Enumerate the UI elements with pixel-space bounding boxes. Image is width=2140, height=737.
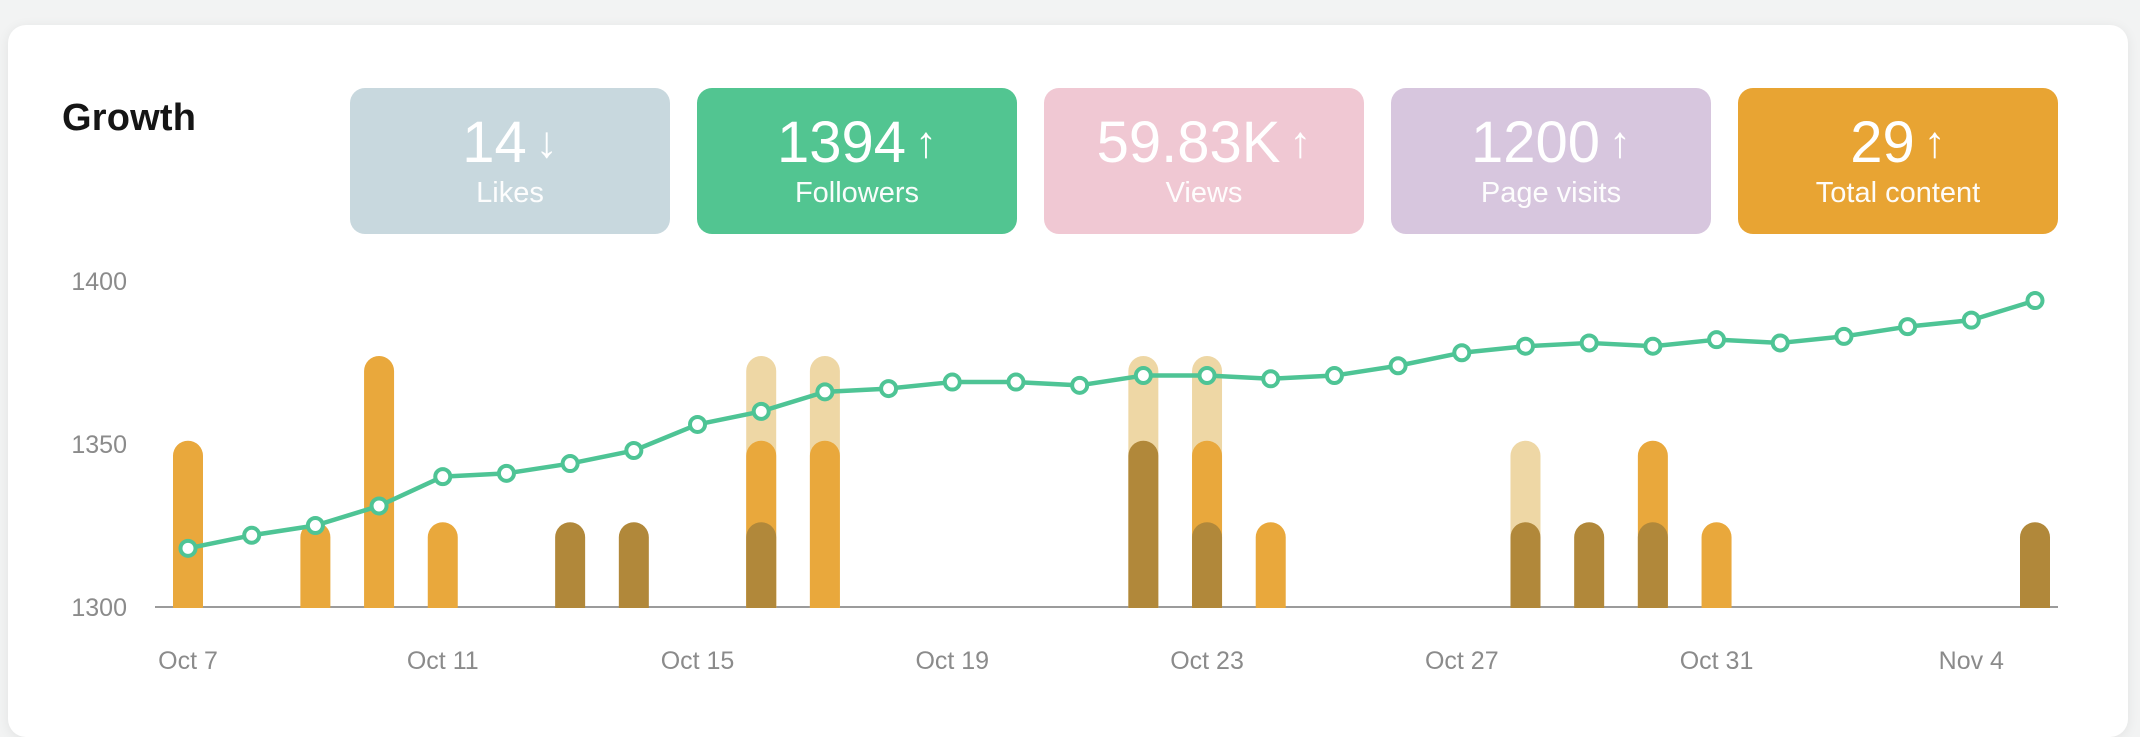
- bar-oct-29-dark: [1574, 522, 1605, 608]
- panel-title: Growth: [62, 97, 197, 139]
- line-marker: [178, 538, 198, 558]
- y-tick-label: 1300: [71, 594, 127, 622]
- line-marker: [242, 525, 262, 545]
- trend-line: [185, 298, 2038, 551]
- stat-card-value: 14 ↓: [462, 114, 558, 172]
- bar-oct-17-orange: [809, 440, 840, 608]
- bar-oct-11-orange: [427, 522, 458, 608]
- stat-cards-row: 14 ↓ Likes 1394 ↑ Followers 59.83K ↑ Views 1200 ↑ P…: [350, 88, 2058, 234]
- line-marker: [1133, 366, 1153, 386]
- line-marker: [1707, 330, 1727, 350]
- stat-card-label: Page visits: [1480, 177, 1622, 209]
- line-marker: [496, 463, 516, 483]
- stat-card-number: 14: [462, 110, 527, 175]
- line-marker: [1834, 326, 1854, 346]
- bar-oct-10-orange: [364, 355, 395, 608]
- stat-card-label: Total content: [1815, 177, 1981, 209]
- stat-card-number: 1394: [776, 110, 907, 175]
- line-marker: [1070, 375, 1090, 395]
- stat-card-value: 1200 ↑: [1471, 114, 1631, 172]
- line-marker: [1197, 366, 1217, 386]
- stat-card-likes[interactable]: 14 ↓ Likes: [350, 88, 670, 234]
- line-marker: [433, 467, 453, 487]
- trend-down-icon: ↓: [535, 118, 558, 167]
- line-marker: [2025, 291, 2045, 311]
- stat-card-label: Likes: [476, 177, 544, 209]
- line-marker: [1898, 317, 1918, 337]
- bar-oct-7-orange: [173, 440, 203, 608]
- stat-card-number: 1200: [1470, 110, 1601, 175]
- line-marker: [560, 454, 580, 474]
- bar-nov-5-dark: [2020, 522, 2050, 608]
- stat-card-number: 29: [1850, 110, 1915, 175]
- bar-oct-16-dark: [746, 522, 777, 608]
- line-marker: [624, 441, 644, 461]
- stat-card-followers[interactable]: 1394 ↑ Followers: [697, 88, 1017, 234]
- line-marker: [815, 382, 835, 402]
- stat-card-label: Followers: [794, 177, 920, 209]
- line-marker: [1961, 310, 1981, 330]
- line-marker: [688, 414, 708, 434]
- line-marker: [1388, 356, 1408, 376]
- line-marker: [1579, 333, 1599, 353]
- x-tick-label: Oct 19: [915, 647, 989, 675]
- x-tick-label: Oct 15: [661, 647, 735, 675]
- x-tick-label: Oct 23: [1170, 647, 1244, 675]
- line-marker: [1515, 336, 1535, 356]
- bar-oct-14-dark: [618, 522, 649, 608]
- bar-oct-23-dark: [1192, 522, 1223, 608]
- x-tick-label: Oct 31: [1680, 647, 1754, 675]
- x-tick-label: Oct 7: [158, 647, 218, 675]
- bar-oct-28-dark: [1510, 522, 1541, 608]
- line-marker: [1261, 369, 1281, 389]
- line-marker: [1324, 366, 1344, 386]
- bar-oct-13-dark: [555, 522, 586, 608]
- line-marker: [751, 401, 771, 421]
- trend-up-icon: ↑: [1289, 118, 1312, 167]
- trend-up-icon: ↑: [1609, 118, 1632, 167]
- bar-oct-9-orange: [300, 522, 331, 608]
- line-marker: [879, 379, 899, 399]
- stat-card-value: 29 ↑: [1850, 114, 1946, 172]
- x-tick-label: Nov 4: [1939, 647, 2004, 675]
- stat-card-number: 59.83K: [1096, 110, 1281, 175]
- stat-card-value: 1394 ↑: [777, 114, 937, 172]
- y-tick-label: 1400: [71, 268, 127, 296]
- growth-chart: 1300 1350 1400 Oct 7 Oct 11 Oct 15 Oct 19 Oct 2…: [71, 268, 2058, 675]
- bar-oct-30-dark: [1637, 522, 1668, 608]
- line-marker: [1770, 333, 1790, 353]
- stat-card-total-content[interactable]: 29 ↑ Total content: [1738, 88, 2058, 234]
- x-tick-label: Oct 11: [407, 647, 479, 675]
- bar-oct-31-orange: [1701, 522, 1732, 608]
- bar-oct-24-orange: [1255, 522, 1286, 608]
- line-marker: [1643, 336, 1663, 356]
- line-marker: [1452, 343, 1472, 363]
- stat-card-page-visits[interactable]: 1200 ↑ Page visits: [1391, 88, 1711, 234]
- trend-up-icon: ↑: [1923, 118, 1946, 167]
- bar-oct-22-dark: [1128, 440, 1159, 608]
- stat-card-views[interactable]: 59.83K ↑ Views: [1044, 88, 1364, 234]
- line-marker: [305, 516, 325, 535]
- line-marker: [1006, 372, 1026, 392]
- y-tick-label: 1350: [71, 431, 127, 459]
- trend-up-icon: ↑: [915, 118, 938, 167]
- stat-card-label: Views: [1165, 177, 1243, 209]
- x-tick-label: Oct 27: [1425, 647, 1499, 675]
- line-marker: [369, 496, 389, 516]
- stat-card-value: 59.83K ↑: [1097, 114, 1312, 172]
- line-marker: [942, 372, 962, 392]
